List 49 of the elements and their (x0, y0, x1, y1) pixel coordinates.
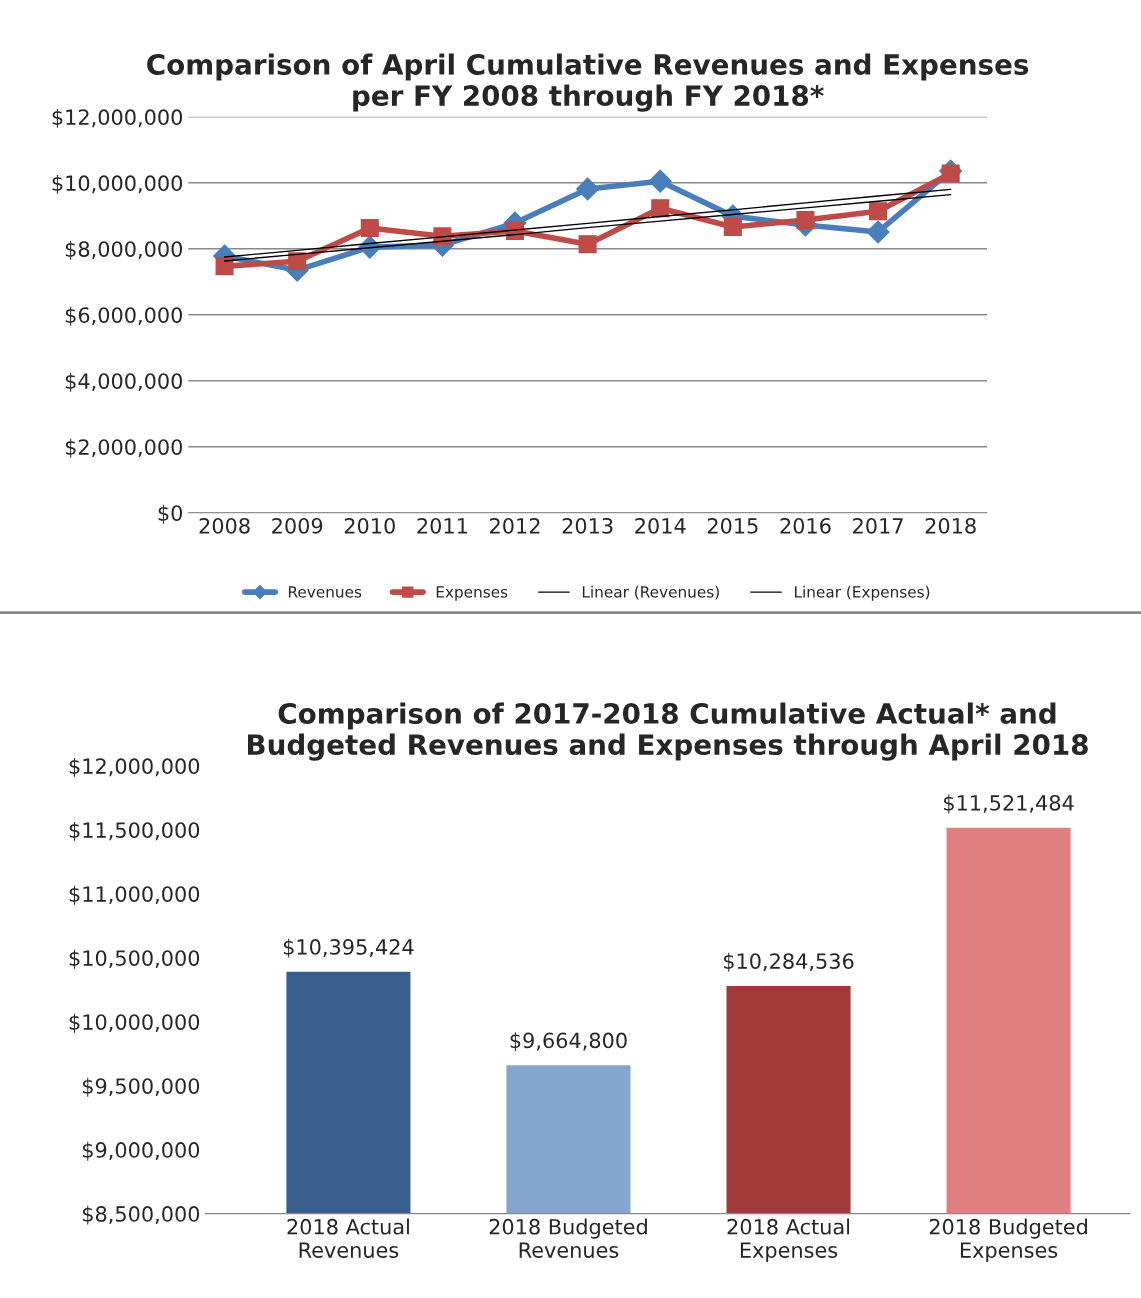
point (651, 199, 670, 218)
chart-title: Comparison of 2017-2018 Cumulative Actual* and Budgeted Revenues and Expenses through April 2018 (248, 702, 1088, 761)
y-tick-label: $6,000,000 (65, 306, 183, 326)
x-tick-label: 2018 Budgeted Expenses (929, 1218, 1087, 1262)
y-tick-label: $10,000,000 (52, 174, 183, 194)
data-label: $11,521,484 (944, 794, 1074, 814)
y-tick-label: $10,500,000 (69, 949, 200, 969)
point (288, 252, 307, 271)
x-tick-label: 2018 Actual Revenues (287, 1218, 409, 1258)
y-tick-label: $8,500,000 (82, 1205, 200, 1225)
y-tick-label: $12,000,000 (69, 757, 200, 777)
legend-label: Linear (Expenses) (795, 585, 930, 601)
point (723, 217, 742, 237)
x-tick-label: 2008 (199, 517, 250, 534)
x-tick-label: 2013 (562, 517, 613, 534)
point (869, 202, 888, 221)
x-tick-label: 2014 (635, 517, 686, 534)
y-tick-label: $9,500,000 (82, 1077, 200, 1097)
y-tick-label: $4,000,000 (65, 372, 183, 392)
x-tick-label: 2012 (490, 517, 540, 534)
y-tick-label: $2,000,000 (65, 438, 183, 458)
x-tick-label: 2011 (417, 517, 467, 534)
y-tick-label: $9,000,000 (82, 1141, 200, 1161)
y-tick-label: $10,000,000 (69, 1013, 200, 1033)
legend-label: Linear (Revenues) (582, 585, 719, 600)
point (648, 169, 672, 193)
x-tick-label: 2018 Actual Expenses (727, 1218, 850, 1262)
data-label: $10,395,424 (283, 938, 414, 958)
y-tick-label: $11,500,000 (69, 821, 200, 841)
x-tick-label: 2010 (344, 517, 395, 534)
point (866, 220, 890, 244)
point (578, 235, 597, 254)
y-tick-label: $0 (158, 504, 183, 524)
x-tick-label: 2017 (853, 517, 903, 534)
x-tick-label: 2018 Budgeted Revenues (489, 1218, 647, 1258)
y-tick-label: $11,000,000 (69, 885, 200, 905)
data-label: $10,284,536 (723, 952, 854, 972)
point (360, 218, 379, 238)
legend-label: Expenses (436, 586, 508, 601)
point (796, 211, 815, 230)
y-tick-label: $8,000,000 (65, 240, 183, 260)
x-tick-label: 2018 (925, 517, 976, 534)
point (576, 177, 600, 201)
point (215, 257, 234, 276)
data-label: $9,664,800 (510, 1032, 627, 1052)
x-tick-label: 2016 (780, 517, 831, 534)
legend-label: Revenues (288, 586, 362, 598)
x-tick-label: 2009 (272, 517, 323, 534)
x-tick-label: 2015 (707, 517, 758, 534)
